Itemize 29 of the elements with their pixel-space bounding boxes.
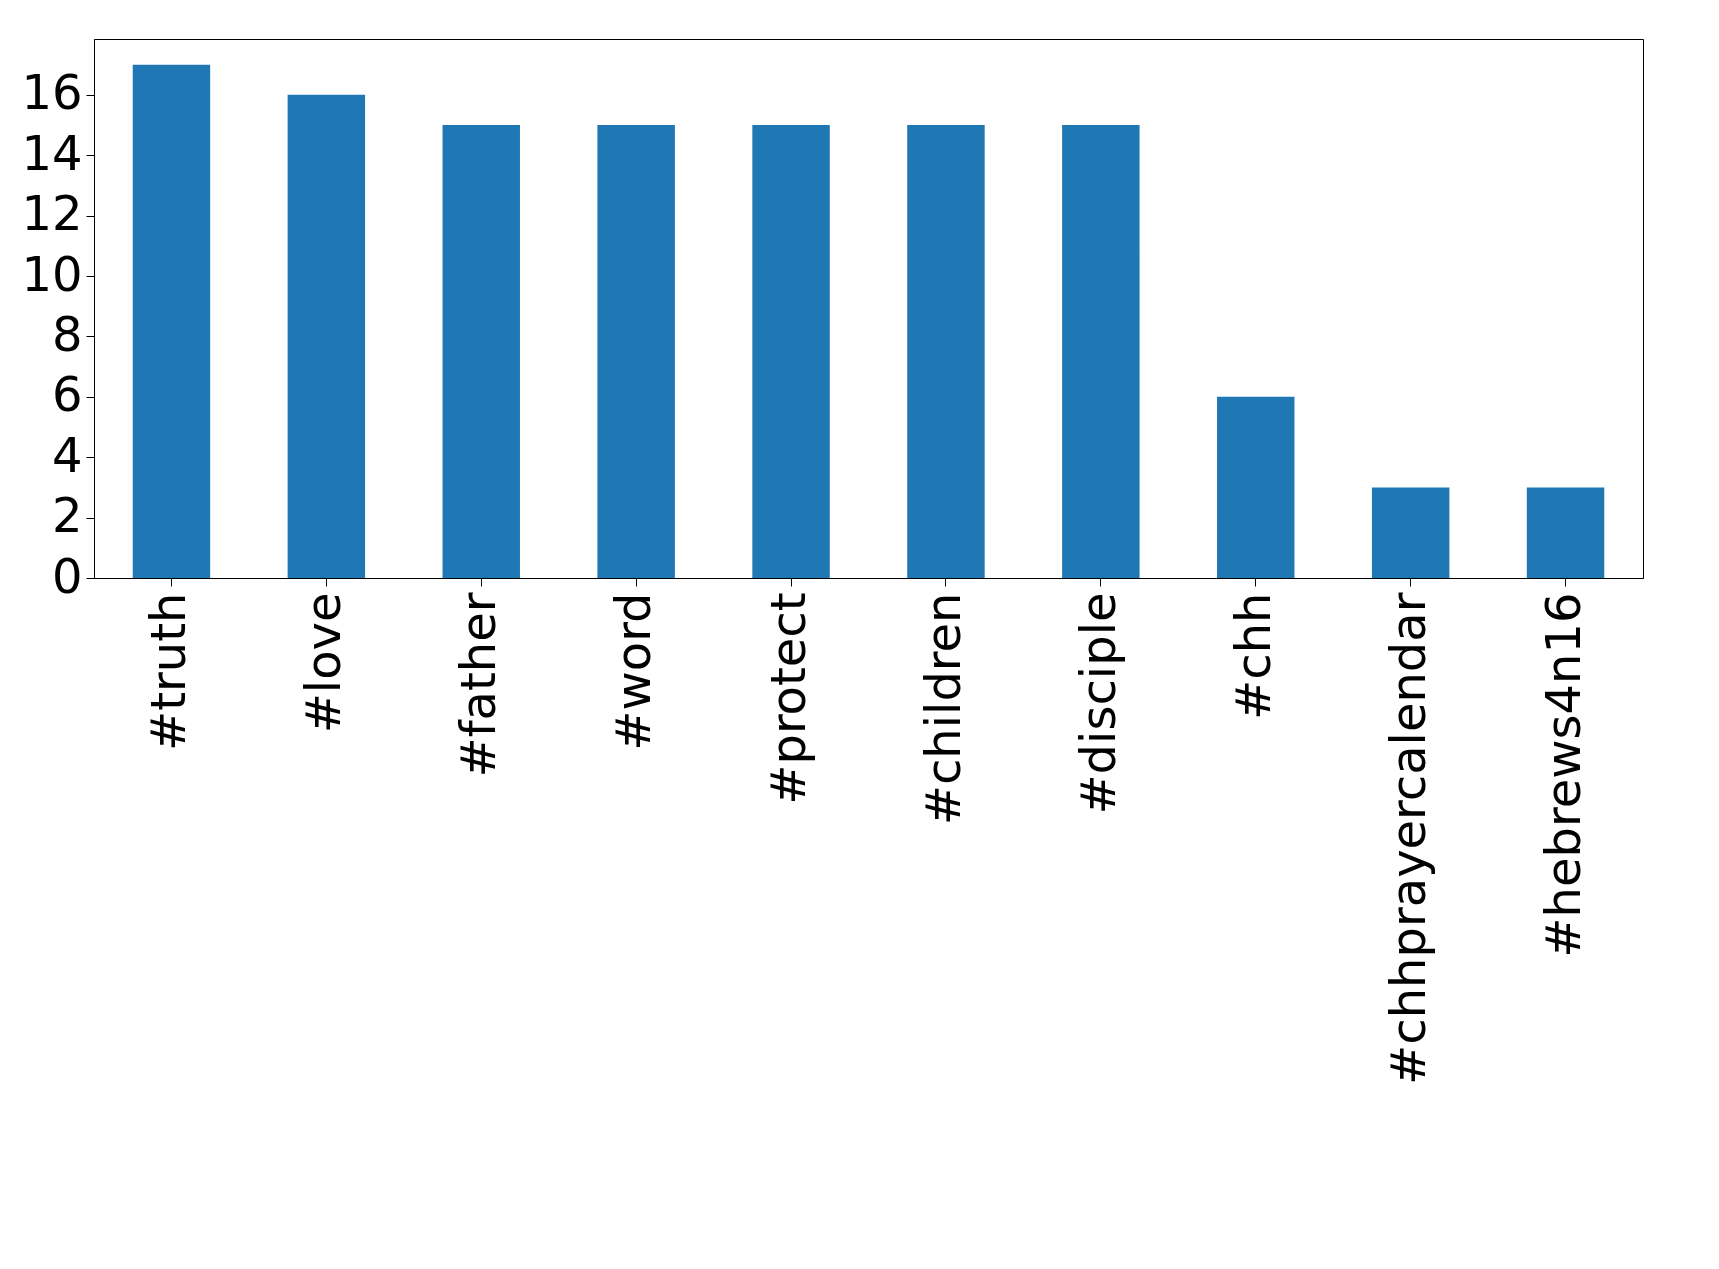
x-tick-label: #protect <box>760 592 817 805</box>
bar <box>1371 487 1450 578</box>
y-tick-label: 0 <box>51 547 83 604</box>
bar <box>597 125 675 578</box>
y-tick-label: 10 <box>21 245 83 302</box>
x-tick-label: #hebrews4n16 <box>1534 592 1591 958</box>
x-tick-label: #word <box>605 592 662 751</box>
bar <box>1217 396 1295 578</box>
x-tick-label: #love <box>295 592 352 734</box>
y-tick-label: 14 <box>21 124 83 181</box>
bar <box>1526 487 1605 578</box>
y-tick-label: 8 <box>51 305 83 362</box>
y-tick-label: 16 <box>21 64 83 121</box>
x-tick-label: #disciple <box>1069 592 1126 815</box>
bar <box>287 94 366 578</box>
y-tick-label: 6 <box>51 366 83 423</box>
bar <box>907 125 985 578</box>
y-tick-label: 2 <box>51 487 83 544</box>
bar <box>1062 125 1140 578</box>
x-tick-label: #chh <box>1224 592 1281 720</box>
x-tick-label: #children <box>914 592 971 826</box>
y-tick-label: 4 <box>51 426 83 483</box>
x-tick-label: #truth <box>140 592 197 751</box>
x-tick-label: #chhprayercalendar <box>1379 592 1436 1085</box>
x-tick-label: #father <box>450 592 507 778</box>
bar <box>132 64 211 578</box>
bar <box>442 125 520 578</box>
y-tick-label: 12 <box>21 185 83 242</box>
bar <box>752 125 830 578</box>
